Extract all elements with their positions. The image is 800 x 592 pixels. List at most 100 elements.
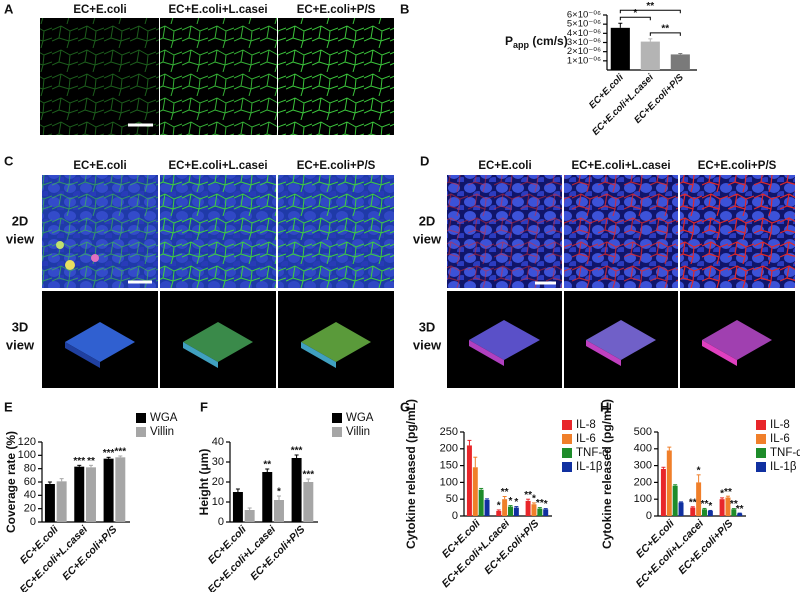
- x-tick-label: EC+E.coli+P/S: [482, 518, 541, 577]
- legend-swatch: [562, 462, 572, 472]
- row-label: 3D: [12, 319, 29, 334]
- y-tick-label: 0: [646, 510, 652, 522]
- significance: **: [263, 460, 271, 471]
- bar: [672, 485, 678, 516]
- significance: **: [724, 487, 732, 498]
- image-caption: EC+E.coli+P/S: [698, 160, 777, 172]
- significance: *: [633, 8, 637, 19]
- bar: [115, 457, 126, 522]
- bar: [44, 484, 55, 522]
- y-tick-label: 3×10⁻⁰⁶: [567, 37, 601, 48]
- legend-label: TNF-α: [770, 447, 800, 459]
- image-caption: EC+E.coli+L.casei: [571, 160, 670, 172]
- y-tick-label: 60: [24, 476, 36, 488]
- micrograph-grid: [42, 175, 394, 388]
- significance: *: [720, 488, 724, 499]
- bar: [670, 54, 690, 70]
- legend-swatch: [136, 413, 146, 423]
- row-label: 2D: [12, 213, 29, 228]
- panel-label: C: [4, 153, 14, 168]
- bar: [496, 510, 502, 516]
- significance: **: [661, 23, 669, 34]
- panel-label: B: [400, 1, 409, 16]
- y-tick-label: 150: [440, 460, 458, 472]
- row-label: view: [413, 231, 442, 246]
- significance: *: [509, 496, 513, 507]
- legend-swatch: [756, 420, 766, 430]
- significance-bracket: [619, 9, 681, 14]
- bar: [725, 497, 731, 516]
- y-axis-label-part: (cm/s): [529, 34, 568, 48]
- bar: [640, 41, 660, 70]
- significance: *: [532, 494, 536, 505]
- y-tick-label: 100: [634, 493, 652, 505]
- y-tick-label: 300: [634, 460, 652, 472]
- bar: [472, 467, 478, 516]
- y-tick-label: 0: [218, 516, 224, 528]
- y-tick-label: 6×10⁻⁰⁶: [567, 10, 601, 21]
- bar: [484, 499, 490, 516]
- significance: **: [87, 456, 95, 467]
- bar: [74, 466, 85, 522]
- bar: [502, 499, 508, 516]
- image-caption: EC+E.coli: [73, 160, 126, 172]
- legend-label: IL-8: [576, 419, 596, 431]
- y-tick-label: 200: [634, 476, 652, 488]
- y-axis-label-part: app: [513, 40, 530, 50]
- y-tick-label: 50: [446, 493, 458, 505]
- significance: **: [701, 499, 709, 510]
- panel-label: G: [400, 399, 410, 414]
- significance: ***: [291, 446, 303, 457]
- y-tick-label: 5×10⁻⁰⁶: [567, 19, 601, 30]
- y-tick-label: 20: [212, 476, 224, 488]
- y-tick-label: 0: [30, 516, 36, 528]
- panel-label: H: [600, 399, 609, 414]
- row-label: view: [6, 337, 35, 352]
- y-tick-label: 40: [24, 489, 36, 501]
- bar: [232, 492, 243, 522]
- bar: [678, 502, 684, 516]
- bar: [531, 504, 537, 516]
- significance: **: [689, 497, 697, 508]
- significance: *: [497, 501, 501, 512]
- y-tick-label: 1×10⁻⁰⁶: [567, 55, 601, 66]
- bar: [660, 468, 666, 516]
- bar: [702, 509, 707, 516]
- bar: [610, 27, 630, 70]
- bar: [543, 509, 549, 516]
- significance: **: [524, 490, 532, 501]
- y-tick-label: 0: [452, 510, 458, 522]
- image-caption: EC+E.coli+L.casei: [168, 4, 267, 16]
- significance: **: [736, 504, 744, 515]
- micrograph-row: [40, 18, 394, 135]
- bar: [478, 489, 484, 516]
- y-tick-label: 80: [24, 463, 36, 475]
- y-tick-label: 400: [634, 443, 652, 455]
- y-tick-label: 30: [212, 456, 224, 468]
- y-axis-label: Coverage rate (%): [4, 431, 18, 533]
- image-caption: EC+E.coli+L.casei: [168, 160, 267, 172]
- legend-label: IL-8: [770, 419, 790, 431]
- x-tick-label: EC+E.coli+P/S: [676, 518, 735, 577]
- bar: [737, 513, 743, 516]
- panel-label: E: [4, 399, 13, 414]
- significance: *: [277, 487, 281, 498]
- y-tick-label: 100: [440, 476, 458, 488]
- bar: [262, 472, 273, 522]
- legend-swatch: [756, 434, 766, 444]
- image-caption: EC+E.coli: [73, 4, 126, 16]
- legend-swatch: [562, 448, 572, 458]
- bar: [291, 458, 302, 522]
- y-tick-label: 200: [440, 443, 458, 455]
- bar: [690, 507, 696, 516]
- significance: ***: [103, 448, 115, 459]
- bar: [56, 481, 67, 522]
- y-tick-label: 40: [212, 436, 224, 448]
- bar: [513, 507, 519, 516]
- panel-label: A: [4, 1, 14, 16]
- y-axis-label: Height (μm): [197, 449, 211, 516]
- bar: [719, 499, 725, 516]
- image-caption: EC+E.coli+P/S: [297, 160, 376, 172]
- significance: **: [730, 499, 738, 510]
